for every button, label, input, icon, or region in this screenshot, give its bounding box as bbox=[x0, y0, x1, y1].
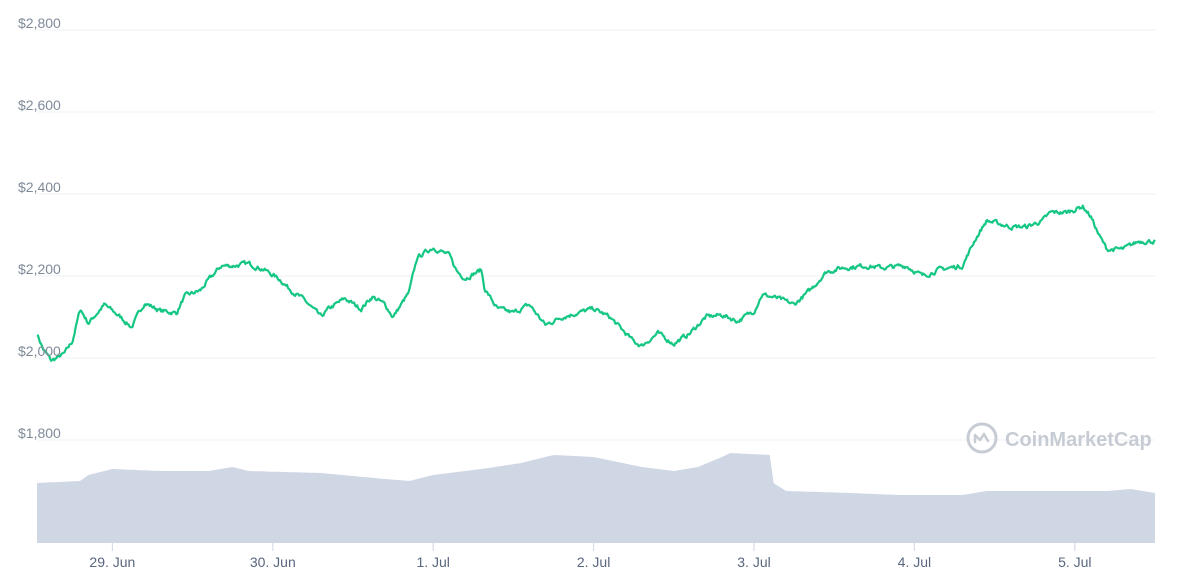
price-series-line bbox=[36, 204, 1156, 362]
y-tick-label: $1,800 bbox=[18, 425, 61, 441]
x-tick-label: 3. Jul bbox=[737, 554, 770, 570]
y-tick-label: $2,000 bbox=[18, 343, 61, 359]
x-tick-label: 30. Jun bbox=[250, 554, 296, 570]
volume-area-shape bbox=[37, 453, 1155, 543]
y-axis: $2,800 $2,600 $2,400 $2,200 $2,000 $1,800 bbox=[18, 15, 61, 441]
y-tick-label: $2,200 bbox=[18, 261, 61, 277]
y-tick-label: $2,400 bbox=[18, 179, 61, 195]
coinmarketcap-watermark: CoinMarketCap bbox=[966, 422, 1152, 454]
grid-lines bbox=[37, 29, 1155, 441]
y-tick-label: $2,600 bbox=[18, 97, 61, 113]
watermark-text: CoinMarketCap bbox=[1005, 429, 1152, 451]
x-tick-label: 29. Jun bbox=[89, 554, 135, 570]
x-tick-label: 2. Jul bbox=[577, 554, 610, 570]
x-tick-label: 1. Jul bbox=[416, 554, 449, 570]
y-tick-label: $2,800 bbox=[18, 15, 61, 31]
volume-area bbox=[37, 453, 1155, 543]
coinmarketcap-logo-icon bbox=[966, 422, 998, 454]
price-line bbox=[36, 204, 1156, 362]
x-tick-label: 4. Jul bbox=[898, 554, 931, 570]
x-tick-label: 5. Jul bbox=[1058, 554, 1091, 570]
x-axis: 29. Jun 30. Jun 1. Jul 2. Jul 3. Jul 4. Jul 5.… bbox=[89, 543, 1092, 570]
